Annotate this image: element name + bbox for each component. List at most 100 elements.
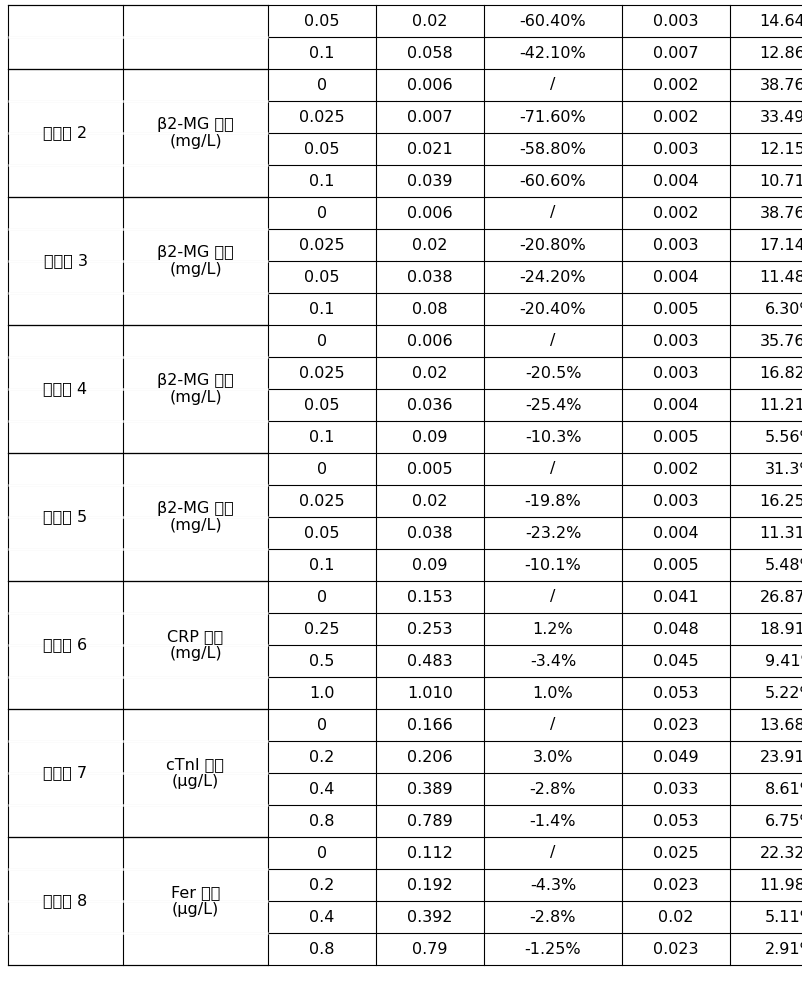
Text: 38.76%: 38.76% [759, 78, 802, 93]
Text: 对比例 4: 对比例 4 [43, 381, 87, 396]
Text: -19.8%: -19.8% [525, 493, 581, 508]
Text: 5.56%: 5.56% [764, 430, 802, 444]
Text: 0.02: 0.02 [658, 910, 694, 924]
Text: 0.004: 0.004 [653, 269, 699, 284]
Text: 0.8: 0.8 [310, 942, 334, 956]
Text: 0.05: 0.05 [304, 526, 340, 540]
Text: -24.20%: -24.20% [520, 269, 586, 284]
Text: 0.005: 0.005 [653, 302, 699, 316]
Text: 0.05: 0.05 [304, 269, 340, 284]
Text: β2-MG 浓度
(mg/L): β2-MG 浓度 (mg/L) [157, 373, 234, 405]
Text: 0: 0 [317, 78, 327, 93]
Text: 0.08: 0.08 [412, 302, 448, 316]
Text: -23.2%: -23.2% [525, 526, 581, 540]
Text: 0.038: 0.038 [407, 526, 453, 540]
Text: 0.036: 0.036 [407, 397, 453, 412]
Text: 8.61%: 8.61% [764, 782, 802, 796]
Text: 0.007: 0.007 [653, 45, 699, 60]
Text: 0: 0 [317, 206, 327, 221]
Text: 0.002: 0.002 [653, 462, 699, 477]
Text: 23.91%: 23.91% [759, 750, 802, 764]
Text: 0.053: 0.053 [654, 814, 699, 828]
Text: 0.2: 0.2 [310, 878, 334, 892]
Text: 对比例 5: 对比例 5 [43, 510, 87, 524]
Text: 26.87%: 26.87% [759, 589, 802, 604]
Text: 0.039: 0.039 [407, 174, 453, 188]
Text: 2.91%: 2.91% [764, 942, 802, 956]
Text: -60.60%: -60.60% [520, 174, 586, 188]
Text: -1.25%: -1.25% [525, 942, 581, 956]
Text: 0.003: 0.003 [654, 365, 699, 380]
Text: 0.025: 0.025 [299, 237, 345, 252]
Text: 11.31%: 11.31% [759, 526, 802, 540]
Text: 0.045: 0.045 [653, 654, 699, 668]
Text: β2-MG 浓度
(mg/L): β2-MG 浓度 (mg/L) [157, 117, 234, 149]
Text: 0.005: 0.005 [407, 462, 453, 477]
Text: 0.166: 0.166 [407, 718, 453, 732]
Text: 0.02: 0.02 [412, 237, 448, 252]
Text: 0.8: 0.8 [310, 814, 334, 828]
Text: 14.64%: 14.64% [759, 13, 802, 28]
Text: 0.05: 0.05 [304, 397, 340, 412]
Text: 0.004: 0.004 [653, 397, 699, 412]
Text: 0.153: 0.153 [407, 589, 453, 604]
Text: 0: 0 [317, 462, 327, 477]
Text: 0: 0 [317, 334, 327, 349]
Text: 5.11%: 5.11% [764, 910, 802, 924]
Text: 33.49%: 33.49% [759, 109, 802, 124]
Text: 0.025: 0.025 [299, 493, 345, 508]
Text: 0.005: 0.005 [653, 558, 699, 572]
Text: 13.68%: 13.68% [759, 718, 802, 732]
Text: 0.253: 0.253 [407, 621, 453, 637]
Text: 0.05: 0.05 [304, 13, 340, 28]
Text: 18.91%: 18.91% [759, 621, 802, 637]
Text: 0.023: 0.023 [654, 718, 699, 732]
Text: 0.007: 0.007 [407, 109, 453, 124]
Text: /: / [550, 462, 556, 477]
Text: 0.006: 0.006 [407, 206, 453, 221]
Text: /: / [550, 718, 556, 732]
Text: -3.4%: -3.4% [530, 654, 576, 668]
Text: 10.71%: 10.71% [759, 174, 802, 188]
Text: 0.1: 0.1 [310, 45, 334, 60]
Text: 12.86%: 12.86% [759, 45, 802, 60]
Text: 0.02: 0.02 [412, 365, 448, 380]
Text: 0: 0 [317, 718, 327, 732]
Text: 实施例 7: 实施例 7 [43, 766, 87, 780]
Text: 1.010: 1.010 [407, 686, 453, 700]
Text: 0.003: 0.003 [654, 334, 699, 349]
Text: 0.002: 0.002 [653, 206, 699, 221]
Text: 0.09: 0.09 [412, 558, 448, 572]
Text: 0.006: 0.006 [407, 78, 453, 93]
Text: -20.40%: -20.40% [520, 302, 586, 316]
Text: 0.041: 0.041 [653, 589, 699, 604]
Text: 0.049: 0.049 [653, 750, 699, 764]
Text: 11.98%: 11.98% [759, 878, 802, 892]
Text: 12.15%: 12.15% [759, 141, 802, 156]
Text: -10.1%: -10.1% [525, 558, 581, 572]
Text: 0.392: 0.392 [407, 910, 453, 924]
Text: -10.3%: -10.3% [525, 430, 581, 444]
Text: 对比例 3: 对比例 3 [43, 253, 87, 268]
Text: 1.0%: 1.0% [533, 686, 573, 700]
Text: 0.003: 0.003 [654, 141, 699, 156]
Text: 0: 0 [317, 846, 327, 860]
Text: -58.80%: -58.80% [520, 141, 586, 156]
Text: 0.02: 0.02 [412, 13, 448, 28]
Text: 0.483: 0.483 [407, 654, 453, 668]
Text: 1.2%: 1.2% [533, 621, 573, 637]
Text: 实施例 6: 实施例 6 [43, 638, 87, 652]
Text: 38.76%: 38.76% [759, 206, 802, 221]
Text: -2.8%: -2.8% [530, 910, 577, 924]
Text: 0.002: 0.002 [653, 109, 699, 124]
Text: 0.389: 0.389 [407, 782, 453, 796]
Text: /: / [550, 206, 556, 221]
Text: -60.40%: -60.40% [520, 13, 586, 28]
Text: /: / [550, 589, 556, 604]
Text: 0.003: 0.003 [654, 493, 699, 508]
Text: Fer 浓度
(μg/L): Fer 浓度 (μg/L) [171, 885, 221, 917]
Text: 0.025: 0.025 [299, 365, 345, 380]
Text: /: / [550, 78, 556, 93]
Text: 0.25: 0.25 [304, 621, 340, 637]
Text: 17.14%: 17.14% [759, 237, 802, 252]
